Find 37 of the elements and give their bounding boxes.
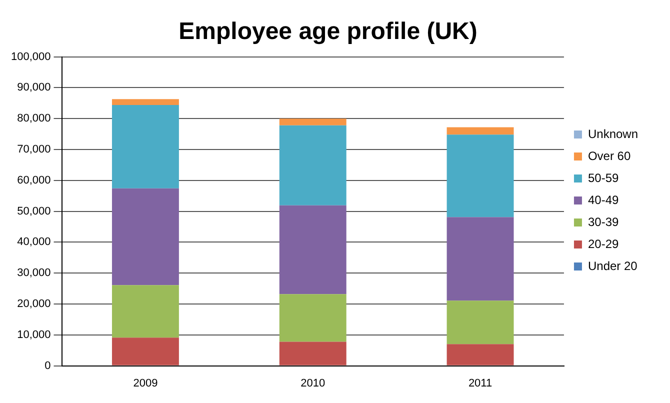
legend-label: Under 20 <box>588 258 638 273</box>
bar <box>279 205 346 294</box>
y-tick-label: 50,000 <box>17 205 51 218</box>
bar <box>112 105 179 188</box>
y-tick-label: 0 <box>44 360 51 372</box>
bar <box>279 294 346 342</box>
y-tick-label: 40,000 <box>17 236 51 248</box>
legend-label: 20-29 <box>588 236 619 251</box>
legend-label: 40-49 <box>588 192 619 207</box>
bar <box>279 342 346 366</box>
y-tick-label: 20,000 <box>17 298 51 310</box>
legend-label: Unknown <box>588 126 638 141</box>
bar <box>446 344 514 366</box>
y-tick-label: 60,000 <box>17 174 51 186</box>
legend-label: Over 60 <box>588 148 631 163</box>
bar <box>446 127 514 135</box>
bar <box>112 285 179 338</box>
bar <box>112 188 179 286</box>
x-tick-label: 2011 <box>468 377 492 390</box>
x-tick-label: 2010 <box>300 377 326 390</box>
bar <box>279 125 346 206</box>
bar <box>446 134 514 218</box>
bar <box>279 118 346 126</box>
y-tick-label: 10,000 <box>17 328 51 341</box>
chart-title: Employee age profile (UK) <box>178 18 478 46</box>
bar <box>112 99 179 106</box>
y-tick-label: 100,000 <box>10 50 51 63</box>
legend-label: 30-39 <box>588 214 619 229</box>
x-tick-label: 2009 <box>133 377 158 390</box>
y-tick-label: 70,000 <box>17 144 51 156</box>
y-tick-label: 80,000 <box>17 112 51 125</box>
bar <box>446 300 514 344</box>
bar <box>446 217 514 301</box>
y-tick-label: 30,000 <box>17 267 51 280</box>
legend-label: 50-59 <box>588 170 619 185</box>
bar <box>112 338 179 366</box>
y-tick-label: 90,000 <box>17 82 51 94</box>
